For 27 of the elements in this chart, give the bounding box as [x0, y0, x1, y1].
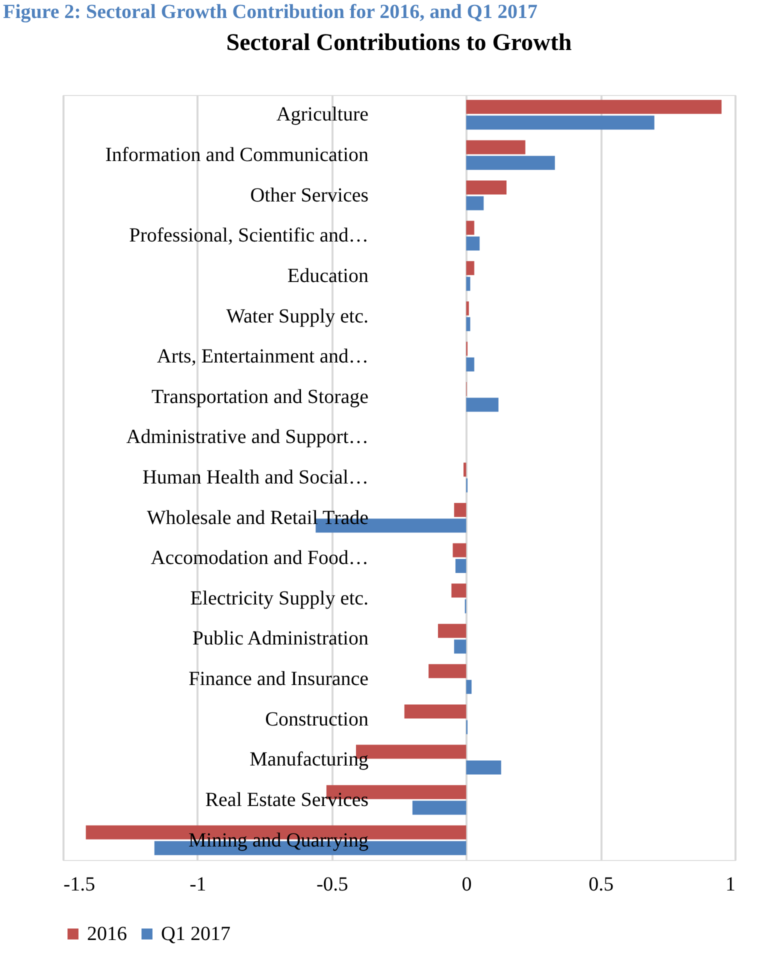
y-tick-label: Information and Communication [105, 144, 368, 166]
y-tick-label: Professional, Scientific and… [129, 224, 368, 247]
y-tick-label: Human Health and Social… [142, 466, 368, 488]
y-tick-label: Arts, Entertainment and… [156, 346, 368, 368]
legend-label: Q1 2017 [161, 923, 230, 945]
x-tick-label: -0.5 [316, 874, 348, 896]
x-tick-label: -1 [190, 874, 206, 896]
y-tick-label: Construction [265, 708, 368, 730]
y-tick-label: Manufacturing [250, 748, 368, 771]
chart-title: Sectoral Contributions to Growth [226, 30, 572, 56]
y-tick-label: Public Administration [192, 628, 368, 650]
y-tick-label: Electricity Supply etc. [190, 587, 368, 610]
y-tick-label: Agriculture [276, 104, 369, 126]
y-tick-label: Finance and Insurance [188, 668, 369, 690]
x-tick-label: -1.5 [64, 874, 96, 896]
y-tick-label: Accomodation and Food… [150, 547, 368, 570]
x-tick-label: 1 [726, 874, 736, 896]
caption: Figure 2: Sectoral Growth Contribution for 2016, and Q1 2017 [3, 1, 538, 23]
x-tick-label: 0 [462, 874, 472, 896]
y-tick-label: Water Supply etc. [226, 305, 368, 328]
y-tick-label: Wholesale and Retail Trade [146, 506, 369, 529]
x-tick-label: 0.5 [588, 874, 614, 896]
y-tick-label: Transportation and Storage [151, 386, 369, 408]
y-tick-label: Administrative and Support… [126, 426, 368, 448]
y-tick-label: Other Services [250, 184, 369, 206]
legend-label: 2016 [87, 923, 127, 945]
y-tick-label: Education [287, 264, 368, 287]
